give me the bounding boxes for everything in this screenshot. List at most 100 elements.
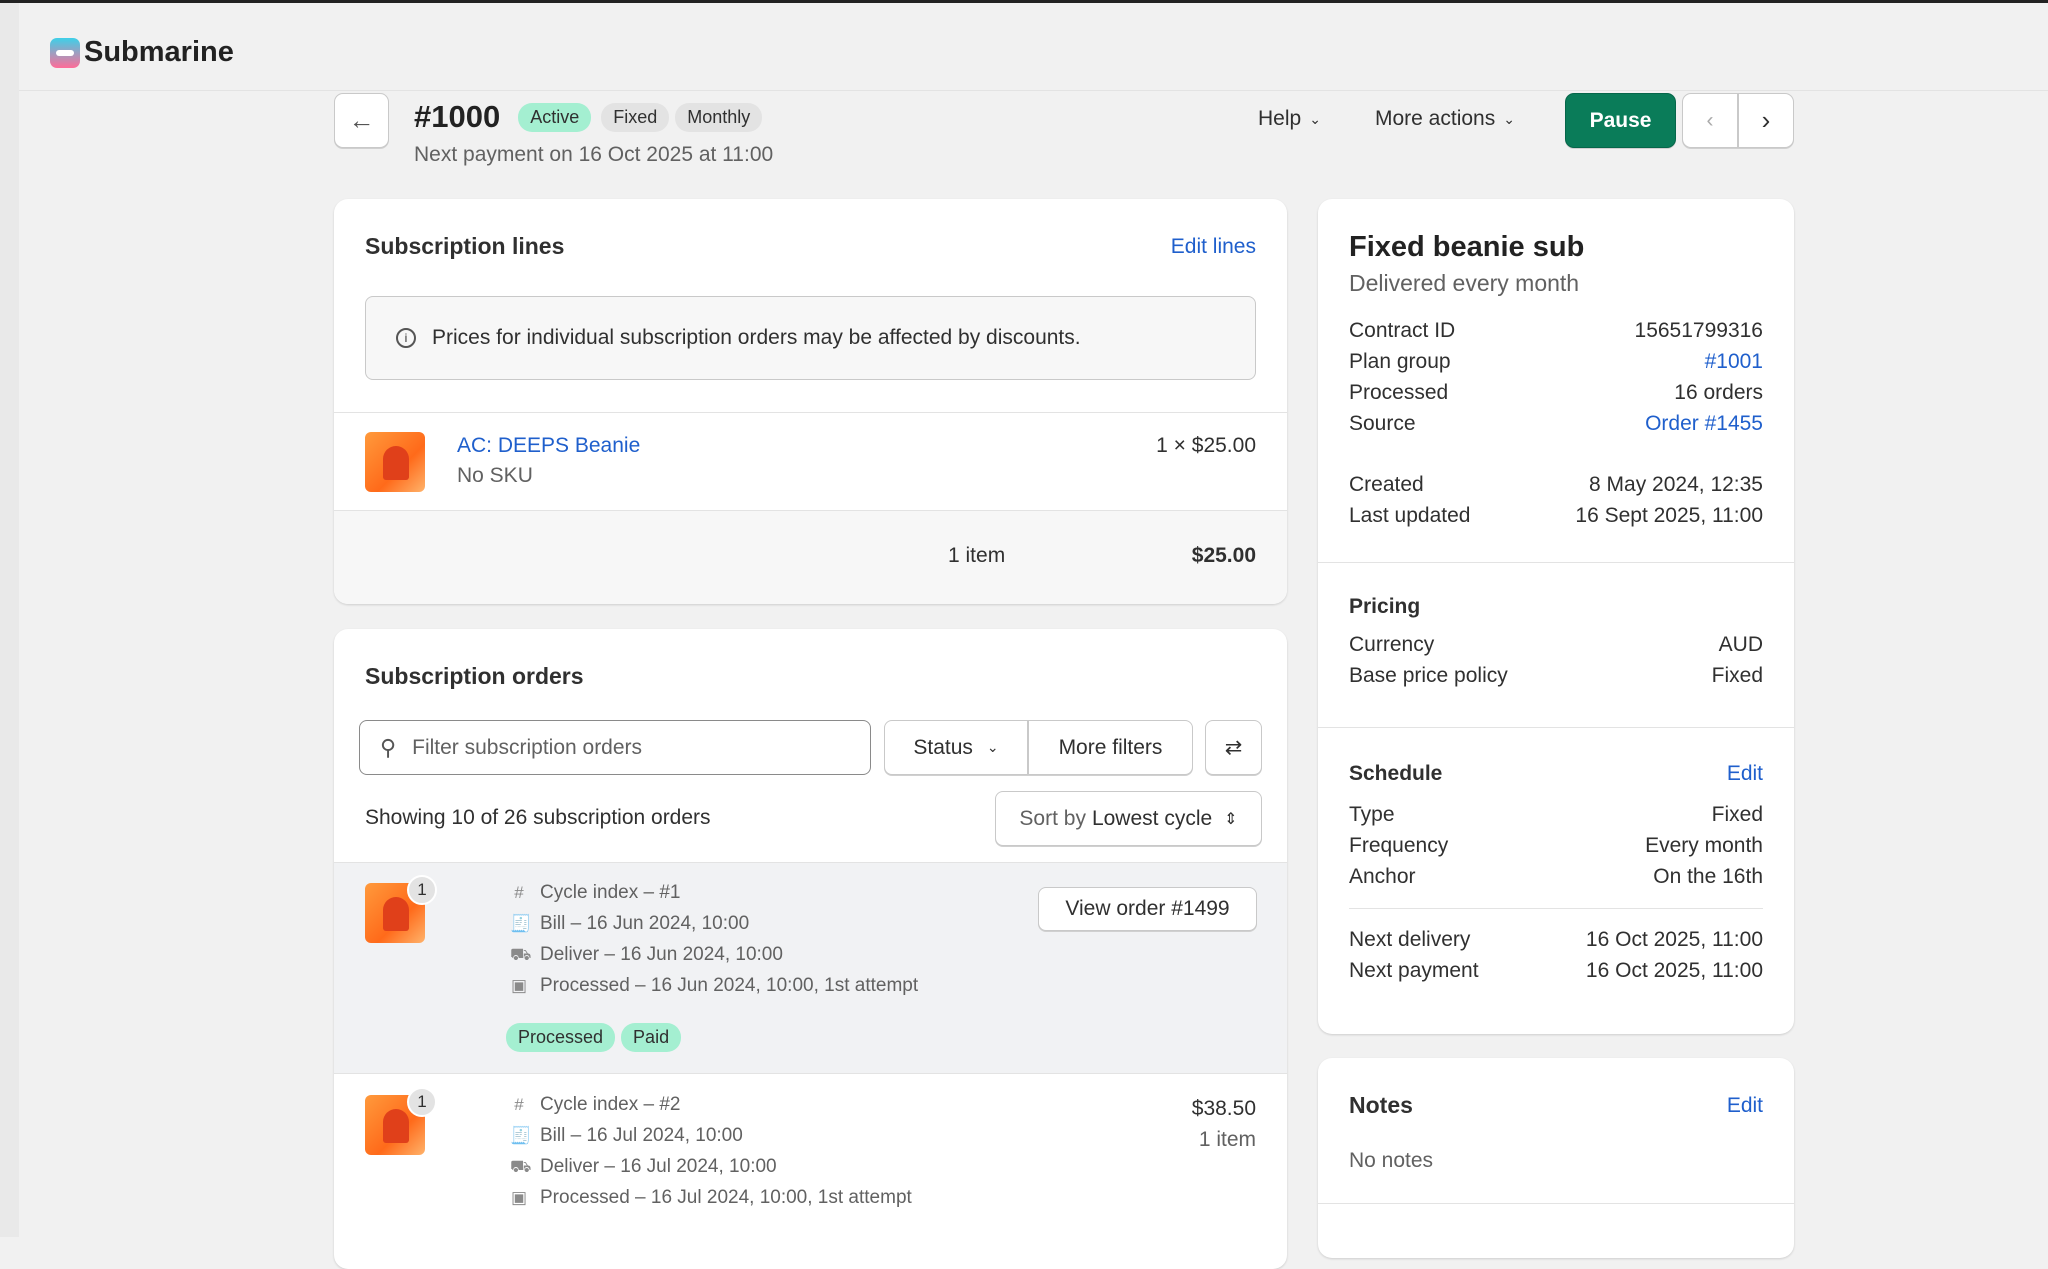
order-price: $38.50 (1191, 1097, 1256, 1120)
detail-value: Every month (1645, 834, 1763, 857)
subscription-lines-card: Subscription lines Edit lines i Prices f… (334, 199, 1287, 604)
detail-label: Plan group (1349, 350, 1451, 373)
receipt-icon: 🧾 (510, 914, 532, 933)
more-actions-menu[interactable]: More actions ⌄ (1375, 107, 1515, 130)
truck-icon: ⛟ (510, 945, 532, 964)
status-badge: Active (518, 102, 592, 132)
order-row[interactable]: 1 # Cycle index – #1 🧾 Bill – 16 Jun 2024,… (334, 862, 1287, 1074)
arrow-left-icon: ← (348, 105, 375, 135)
next-button[interactable]: › (1738, 93, 1794, 148)
detail-label: Base price policy (1349, 664, 1508, 687)
submarine-logo-icon (50, 37, 80, 68)
detail-value: Fixed (1711, 664, 1763, 687)
filter-orders-input[interactable]: ⚲ Filter subscription orders (359, 720, 871, 775)
detail-row: Next payment 16 Oct 2025, 11:00 (1349, 955, 1763, 986)
order-item-count: 1 item (1198, 1128, 1256, 1151)
pricing-title: Pricing (1349, 595, 1421, 618)
calendar-icon: ▣ (510, 1188, 528, 1207)
detail-value: Fixed (1711, 803, 1763, 826)
item-count: 1 item (948, 544, 1006, 567)
detail-row: Base price policy Fixed (1349, 660, 1763, 691)
schedule-details: Type Fixed Frequency Every month Anchor On th… (1349, 799, 1763, 892)
notes-card: Notes Edit No notes (1318, 1058, 1794, 1258)
detail-row: Created 8 May 2024, 12:35 (1349, 469, 1763, 500)
help-menu[interactable]: Help ⌄ (1258, 107, 1321, 130)
contract-details: Contract ID 15651799316 Plan group #1001 Pro… (1349, 315, 1763, 439)
lines-footer: 1 item $25.00 (334, 510, 1287, 604)
detail-value[interactable]: #1001 (1704, 350, 1763, 373)
detail-label: Created (1349, 473, 1424, 496)
detail-label: Frequency (1349, 834, 1449, 857)
detail-row: Plan group #1001 (1349, 346, 1763, 377)
plan-subtitle: Delivered every month (1349, 270, 1580, 296)
notes-title: Notes (1349, 1092, 1413, 1118)
hash-icon: # (514, 1095, 524, 1114)
detail-row: Anchor On the 16th (1349, 861, 1763, 892)
detail-value: 15651799316 (1634, 319, 1763, 342)
info-icon: i (396, 328, 416, 348)
card-title: Subscription orders (365, 663, 584, 689)
order-meta: # Cycle index – #1 🧾 Bill – 16 Jun 2024, 1… (510, 877, 918, 1001)
quantity-badge: 1 (407, 875, 437, 905)
more-filters-button[interactable]: More filters (1028, 720, 1193, 775)
detail-label: Currency (1349, 633, 1435, 656)
edit-lines-link[interactable]: Edit lines (1170, 235, 1256, 258)
view-order-button[interactable]: View order #1499 (1038, 887, 1257, 931)
page-subtitle: Next payment on 16 Oct 2025 at 11:00 (414, 143, 774, 166)
search-icon: ⚲ (380, 734, 397, 760)
refresh-button[interactable]: ⇄ (1205, 720, 1262, 775)
line-quantity-price: 1 × $25.00 (1156, 434, 1256, 457)
chevron-down-icon: ⌄ (1503, 111, 1515, 127)
pricing-details: Currency AUD Base price policy Fixed (1349, 629, 1763, 691)
processed-tag: Processed (506, 1023, 616, 1052)
order-tags: Processed Paid (506, 1023, 687, 1052)
calendar-icon: ▣ (510, 976, 528, 995)
detail-value: On the 16th (1653, 865, 1763, 888)
receipt-icon: 🧾 (510, 1126, 532, 1145)
detail-row: Contract ID 15651799316 (1349, 315, 1763, 346)
order-row[interactable]: 1 # Cycle index – #2 🧾 Bill – 16 Jul 2024,… (334, 1075, 1287, 1269)
edit-schedule-link[interactable]: Edit (1726, 762, 1763, 785)
detail-row: Next delivery 16 Oct 2025, 11:00 (1349, 924, 1763, 955)
product-sku: No SKU (457, 464, 533, 487)
status-filter-button[interactable]: Status ⌄ (884, 720, 1028, 775)
detail-row: Type Fixed (1349, 799, 1763, 830)
previous-button[interactable]: ‹ (1682, 93, 1738, 148)
chevron-down-icon: ⌄ (986, 739, 999, 755)
subscription-orders-card: Subscription orders ⚲ Filter subscriptio… (334, 629, 1287, 1269)
summary-card: Fixed beanie sub Delivered every month C… (1318, 199, 1794, 1034)
card-title: Subscription lines (365, 233, 565, 259)
chevron-right-icon: › (1761, 105, 1771, 135)
paid-tag: Paid (621, 1023, 682, 1052)
timestamps: Created 8 May 2024, 12:35 Last updated 16 S… (1349, 469, 1763, 531)
sort-chevrons-icon: ⇕ (1224, 810, 1238, 828)
top-bar: Submarine (19, 3, 2048, 91)
app-logo[interactable]: Submarine (50, 36, 234, 69)
product-image: 1 (365, 1087, 437, 1155)
sidebar-edge (0, 3, 19, 1237)
chevron-down-icon: ⌄ (1309, 111, 1321, 127)
detail-value: 16 Sept 2025, 11:00 (1575, 504, 1763, 527)
detail-value: 16 Oct 2025, 11:00 (1585, 928, 1763, 951)
pause-button[interactable]: Pause (1565, 93, 1676, 148)
detail-row: Frequency Every month (1349, 830, 1763, 861)
order-meta: # Cycle index – #2 🧾 Bill – 16 Jul 2024, 1… (510, 1089, 912, 1213)
edit-notes-link[interactable]: Edit (1726, 1094, 1763, 1117)
detail-label: Last updated (1349, 504, 1471, 527)
detail-value: 16 Oct 2025, 11:00 (1585, 959, 1763, 982)
detail-label: Next delivery (1349, 928, 1471, 951)
detail-label: Type (1349, 803, 1395, 826)
discount-notice: i Prices for individual subscription ord… (365, 296, 1256, 380)
sort-select[interactable]: Sort by Lowest cycle ⇕ (995, 791, 1262, 846)
product-link[interactable]: AC: DEEPS Beanie (457, 434, 641, 457)
detail-label: Source (1349, 412, 1416, 435)
plan-title: Fixed beanie sub (1349, 231, 1585, 263)
truck-icon: ⛟ (510, 1157, 532, 1176)
back-button[interactable]: ← (334, 93, 389, 148)
notes-empty: No notes (1349, 1149, 1434, 1172)
chevron-left-icon: ‹ (1706, 108, 1714, 132)
detail-label: Contract ID (1349, 319, 1456, 342)
lines-total: $25.00 (1191, 544, 1256, 567)
detail-value[interactable]: Order #1455 (1645, 412, 1763, 435)
hash-icon: # (514, 883, 524, 902)
